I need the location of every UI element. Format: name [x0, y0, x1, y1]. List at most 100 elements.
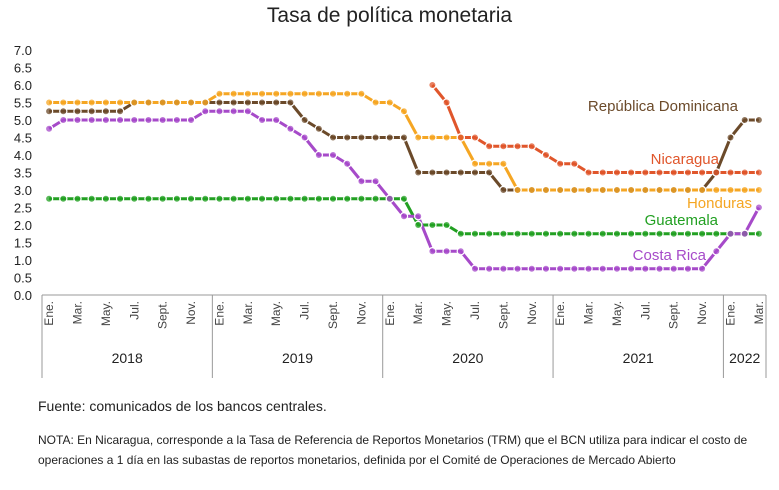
data-point [186, 115, 196, 125]
data-point [541, 229, 551, 238]
data-point [87, 107, 96, 116]
data-point [399, 133, 409, 142]
year-label: 2022 [729, 350, 760, 366]
data-point [499, 142, 508, 151]
data-point [584, 229, 593, 238]
x-tick-label: May. [610, 301, 624, 326]
data-point [215, 107, 224, 116]
year-label: 2020 [452, 350, 483, 366]
source-note: Fuente: comunicados de los bancos centra… [38, 398, 327, 414]
series-label: Nicaragua [651, 151, 720, 168]
series-points [44, 80, 764, 273]
data-point [555, 229, 565, 238]
line-chart: 0.0 0.5 1.0 1.5 2.0 2.5 3.0 3.5 4.0 4.5 5.0 5.5 6.0 6… [14, 43, 767, 378]
data-point [641, 264, 650, 273]
data-point [669, 185, 678, 195]
data-point [73, 194, 82, 203]
data-point [470, 133, 480, 142]
data-point [59, 98, 68, 107]
data-point [243, 98, 253, 107]
data-point [456, 247, 465, 256]
data-point [555, 264, 565, 273]
y-tick-label: 3.5 [14, 166, 32, 181]
series-labels: República Dominicana Honduras Nicaragua Gua… [588, 98, 752, 264]
data-point [754, 168, 764, 177]
data-point [541, 185, 551, 195]
data-point [470, 159, 480, 168]
x-tick-label: May. [99, 301, 113, 326]
y-tick-label: 4.0 [14, 148, 32, 163]
data-point [44, 107, 54, 116]
data-point [144, 194, 153, 203]
data-point [484, 159, 494, 168]
data-point [229, 89, 238, 98]
data-point [201, 107, 210, 116]
data-point [314, 124, 324, 133]
data-point [257, 115, 267, 125]
data-point [385, 98, 395, 107]
year-label: 2021 [623, 350, 654, 366]
data-point [499, 229, 508, 238]
y-tick-label: 6.0 [14, 78, 32, 93]
data-point [300, 194, 309, 203]
y-tick-label: 6.5 [14, 61, 32, 76]
data-point [655, 229, 664, 238]
x-tick-label: Ene. [42, 301, 56, 326]
data-point [44, 194, 54, 203]
x-tick-label: May. [269, 301, 283, 326]
x-tick-label: Jul. [298, 301, 312, 320]
data-point [243, 107, 253, 116]
y-tick-label: 1.5 [14, 236, 32, 251]
data-point [314, 150, 324, 160]
data-point [101, 194, 111, 203]
data-point [584, 168, 593, 177]
data-point [87, 98, 96, 107]
data-point [428, 80, 437, 90]
data-point [754, 229, 764, 238]
data-point [754, 185, 764, 195]
data-point [115, 194, 125, 203]
data-point [272, 115, 281, 125]
data-point [272, 194, 281, 203]
data-point [697, 264, 707, 273]
data-point [584, 185, 593, 195]
data-point [428, 168, 437, 177]
data-point [413, 212, 423, 221]
data-point [272, 98, 281, 107]
data-point [484, 142, 494, 151]
data-point [570, 185, 579, 195]
data-point [527, 264, 536, 273]
x-tick-label: Sept. [667, 301, 681, 329]
data-point [186, 98, 196, 107]
data-point [357, 194, 366, 203]
data-point [371, 177, 380, 186]
data-point [59, 194, 68, 203]
data-point [229, 98, 238, 107]
data-point [442, 98, 451, 107]
data-point [612, 229, 622, 238]
data-point [570, 229, 579, 238]
data-point [300, 89, 309, 98]
data-point [73, 115, 82, 125]
x-tick-label: Mar. [70, 301, 84, 324]
data-point [286, 98, 295, 107]
data-point [754, 203, 764, 212]
data-point [570, 159, 579, 168]
data-point [754, 115, 764, 125]
data-point [371, 133, 380, 142]
data-point [712, 168, 721, 177]
series-label: Guatemala [645, 212, 719, 229]
data-point [371, 194, 380, 203]
data-point [726, 168, 735, 177]
data-point [655, 185, 664, 195]
data-point [87, 194, 96, 203]
data-point [669, 229, 678, 238]
x-tick-label: Jul. [468, 301, 482, 320]
data-point [343, 133, 352, 142]
data-point [357, 133, 366, 142]
data-point [484, 229, 494, 238]
data-point [328, 194, 338, 203]
data-point [243, 89, 253, 98]
x-tick-label: Nov. [184, 301, 198, 325]
data-point [612, 168, 622, 177]
